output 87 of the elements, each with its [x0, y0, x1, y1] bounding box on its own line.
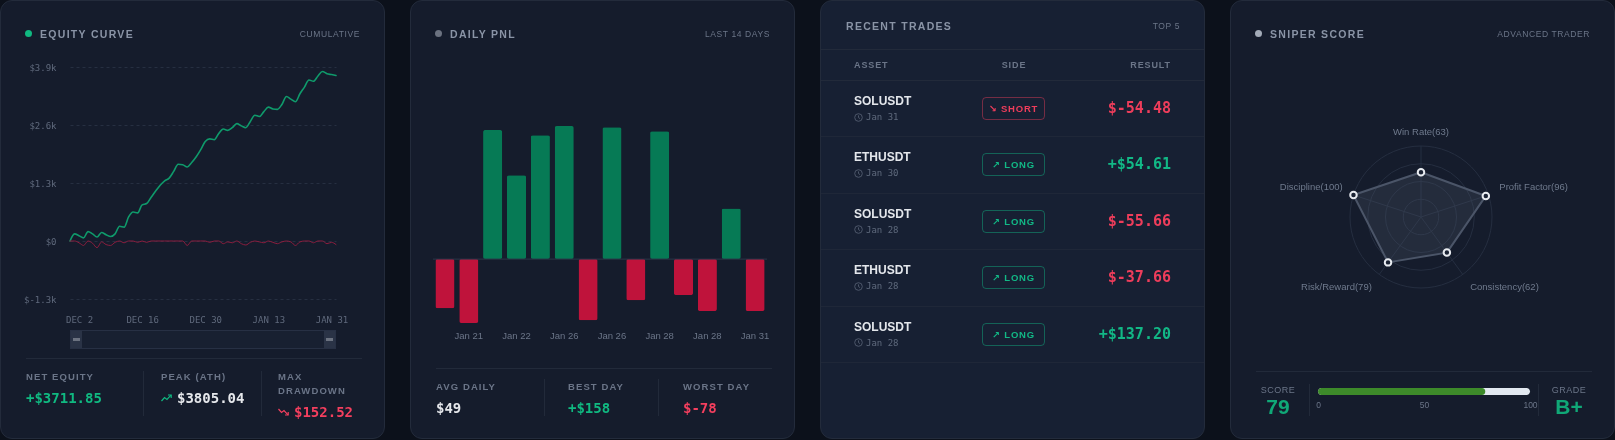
- x-tick-label: Jan 31: [740, 329, 770, 341]
- text: +$3711.85: [26, 389, 102, 407]
- text: SCORE: [1259, 384, 1297, 396]
- text: ETHUSDT: [854, 150, 911, 165]
- line-series: [69, 240, 337, 249]
- text: NET EQUITY: [26, 370, 95, 384]
- text: B+: [1554, 395, 1584, 419]
- text: $-37.66: [1107, 268, 1171, 287]
- x-tick-label: 100: [1523, 399, 1538, 410]
- text: AVG DAILY: [436, 380, 498, 394]
- text: BEST DAY: [568, 380, 625, 394]
- text: ↘ SHORT: [982, 97, 1045, 120]
- chart-title: SNIPER SCORE: [1270, 28, 1365, 40]
- text: SOLUSDT: [854, 206, 912, 221]
- x-tick-label: 50: [1419, 399, 1430, 410]
- text: SOLUSDT: [854, 319, 912, 334]
- chart-subtitle: CUMULATIVE: [299, 29, 360, 39]
- x-tick-label: Jan 22: [502, 329, 531, 341]
- y-tick-label: $0: [45, 236, 57, 247]
- text: $152.52: [294, 403, 354, 421]
- data-label: 79: [1265, 395, 1291, 419]
- x-tick-label: DEC 2: [65, 314, 94, 325]
- x-tick-label: DEC 16: [126, 314, 159, 325]
- spoke-label: Consistency(62): [1470, 280, 1539, 292]
- x-tick-label: DEC 30: [189, 314, 223, 325]
- x-tick-label: Jan 28: [645, 329, 674, 341]
- text: ↗ LONG: [982, 266, 1045, 290]
- text: ↗ LONG: [982, 322, 1045, 346]
- bar: [673, 259, 694, 296]
- text: ↗ LONG: [982, 209, 1045, 233]
- text: $-54.48: [1107, 99, 1171, 117]
- text: Jan 28: [866, 280, 899, 293]
- text: Jan 28: [866, 223, 899, 236]
- bar: [530, 135, 550, 260]
- x-tick-label: Jan 26: [597, 329, 627, 341]
- text: MAX DRAWDOWN: [278, 370, 347, 398]
- text: SOLUSDT: [854, 94, 912, 108]
- text: $3805.04: [177, 389, 245, 407]
- text: $49: [436, 399, 462, 417]
- y-tick-label: $3.9k: [29, 62, 58, 73]
- x-tick-label: Jan 26: [549, 329, 579, 341]
- text: +$137.20: [1098, 324, 1171, 343]
- x-tick-label: JAN 13: [252, 314, 286, 325]
- text: ASSET: [854, 59, 889, 71]
- x-tick-label: Jan 28: [693, 329, 722, 341]
- text: ↗ LONG: [982, 153, 1045, 177]
- bar: [721, 208, 741, 260]
- x-tick-label: 0: [1316, 399, 1322, 410]
- bar: [435, 259, 455, 309]
- spoke-label: Risk/Reward(79): [1301, 280, 1372, 292]
- x-tick-label: Jan 21: [454, 329, 484, 341]
- spoke-label: Discipline(100): [1279, 181, 1343, 193]
- line-series: [69, 70, 337, 242]
- y-tick-label: $1.3k: [29, 178, 58, 189]
- bar: [578, 259, 598, 321]
- bar: [650, 131, 670, 260]
- chart-subtitle: LAST 14 DAYS: [705, 29, 770, 39]
- y-tick-label: $2.6k: [29, 120, 58, 131]
- text: RESULT: [1130, 59, 1171, 71]
- text: +$158: [568, 399, 611, 417]
- bar: [626, 259, 646, 301]
- spoke-label: Profit Factor(96): [1499, 181, 1568, 193]
- bar: [554, 126, 574, 260]
- text: $-78: [683, 399, 717, 417]
- chart-title: EQUITY CURVE: [40, 28, 134, 40]
- text: PEAK (ATH): [161, 370, 228, 384]
- text: TOP 5: [1152, 21, 1180, 31]
- text: $-55.66: [1107, 211, 1171, 230]
- text: Jan 31: [866, 111, 899, 123]
- x-tick-label: JAN 31: [315, 314, 349, 325]
- bar: [745, 259, 765, 312]
- text: +$54.61: [1107, 155, 1171, 174]
- bar: [602, 127, 622, 260]
- text: ETHUSDT: [854, 263, 911, 278]
- text: Jan 30: [866, 167, 899, 180]
- bar: [483, 129, 503, 260]
- bar: [506, 175, 527, 260]
- bar: [459, 259, 479, 323]
- text: WORST DAY: [683, 380, 752, 394]
- chart-title: DAILY PNL: [450, 28, 516, 40]
- chart-subtitle: ADVANCED TRADER: [1497, 29, 1590, 39]
- text: GRADE: [1550, 384, 1588, 396]
- y-tick-label: $-1.3k: [23, 294, 58, 305]
- text: RECENT TRADES: [846, 20, 953, 32]
- text: SIDE: [1000, 59, 1028, 71]
- bar: [697, 259, 717, 312]
- spoke-label: Win Rate(63): [1393, 125, 1449, 137]
